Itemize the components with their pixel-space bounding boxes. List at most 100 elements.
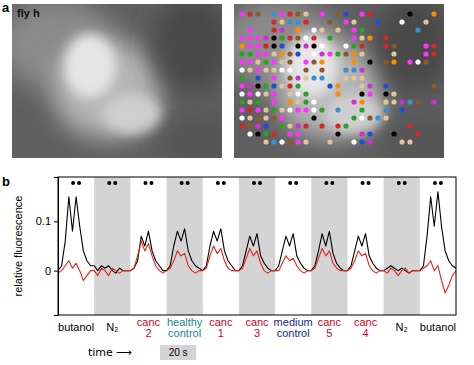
roi-dot — [399, 107, 404, 112]
roi-dot — [327, 139, 332, 144]
roi-dot — [367, 115, 372, 120]
roi-dot — [247, 27, 252, 32]
roi-dot — [239, 91, 244, 96]
roi-dot — [255, 91, 260, 96]
roi-dot — [239, 115, 244, 120]
roi-dot — [423, 43, 428, 48]
roi-dot — [335, 107, 340, 112]
roi-dot — [431, 99, 436, 104]
roi-dot — [279, 123, 284, 128]
roi-dot — [367, 59, 372, 64]
pulse-marker — [330, 181, 334, 185]
panel-label: b — [2, 174, 10, 189]
pulse-marker — [439, 181, 443, 185]
roi-dot — [263, 59, 268, 64]
roi-dot — [239, 123, 244, 128]
trace — [58, 241, 456, 293]
roi-dot — [431, 83, 436, 88]
plot-frame — [58, 177, 456, 315]
roi-dot — [255, 123, 260, 128]
pulse-marker — [180, 181, 184, 185]
pulse-marker — [186, 181, 190, 185]
image-blob — [102, 94, 162, 134]
roi-dot — [391, 51, 396, 56]
roi-dot — [367, 11, 372, 16]
x-axis-title: time ⟶ — [88, 346, 132, 359]
roi-dot — [255, 131, 260, 136]
stimulus-label-line: butanol — [58, 321, 94, 333]
roi-dot — [327, 19, 332, 24]
roi-dot — [367, 35, 372, 40]
roi-dot — [271, 99, 276, 104]
pulse-marker — [397, 181, 401, 185]
roi-dot — [263, 91, 268, 96]
y-tick: 0 — [45, 265, 58, 277]
roi-dot — [287, 67, 292, 72]
roi-dot — [311, 115, 316, 120]
pulse-marker — [149, 181, 153, 185]
roi-dot — [303, 43, 308, 48]
y-tick: 0.1 — [36, 215, 58, 227]
pulse-marker — [258, 181, 262, 185]
roi-dot — [287, 91, 292, 96]
roi-dot — [279, 83, 284, 88]
roi-dot — [271, 35, 276, 40]
stimulus-label: N₂ — [106, 321, 118, 333]
pulse-marker — [71, 181, 75, 185]
roi-dot — [303, 75, 308, 80]
roi-dot — [359, 107, 364, 112]
roi-dot — [431, 51, 436, 56]
roi-dot — [303, 123, 308, 128]
y-tick-label: 0 — [45, 265, 51, 277]
roi-dot — [279, 59, 284, 64]
roi-dot — [239, 75, 244, 80]
roi-dot — [407, 123, 412, 128]
pulse-marker — [252, 181, 256, 185]
roi-dot — [271, 43, 276, 48]
roi-dot — [247, 59, 252, 64]
pulse-marker — [361, 181, 365, 185]
roi-dot — [375, 19, 380, 24]
roi-dot — [271, 51, 276, 56]
pulse-marker — [288, 181, 292, 185]
roi-dot — [255, 107, 260, 112]
roi-dot — [383, 91, 388, 96]
fluorescence-image — [234, 4, 444, 158]
roi-dot — [359, 91, 364, 96]
stimulus-label-line: N₂ — [396, 321, 408, 333]
roi-dot — [279, 115, 284, 120]
roi-dot — [319, 43, 324, 48]
roi-dot — [247, 99, 252, 104]
roi-dot — [351, 99, 356, 104]
roi-dot — [351, 27, 356, 32]
roi-dot — [399, 99, 404, 104]
roi-dot — [295, 43, 300, 48]
stimulus-label: canc2 — [137, 316, 161, 339]
roi-dot — [255, 115, 260, 120]
pulse-marker — [143, 181, 147, 185]
roi-dot — [359, 115, 364, 120]
image-blob — [162, 114, 222, 158]
roi-dot — [295, 91, 300, 96]
image-blob — [384, 114, 444, 158]
y-tick-label: 0.1 — [36, 215, 51, 227]
roi-dot — [343, 43, 348, 48]
stimulus-label-line: N₂ — [106, 321, 118, 333]
roi-dot — [423, 59, 428, 64]
pulse-marker — [367, 181, 371, 185]
roi-dot — [335, 51, 340, 56]
roi-dot — [351, 35, 356, 40]
y-tick-mark — [54, 271, 58, 272]
roi-dot — [303, 107, 308, 112]
stimulus-label: canc5 — [318, 316, 342, 339]
roi-dot — [247, 115, 252, 120]
roi-dot — [271, 131, 276, 136]
roi-dot — [415, 59, 420, 64]
roi-dot — [287, 59, 292, 64]
roi-dot — [295, 139, 300, 144]
roi-dot — [271, 107, 276, 112]
roi-dot — [279, 19, 284, 24]
roi-dot — [359, 27, 364, 32]
roi-dot — [255, 67, 260, 72]
y-tick-mark — [54, 221, 58, 222]
